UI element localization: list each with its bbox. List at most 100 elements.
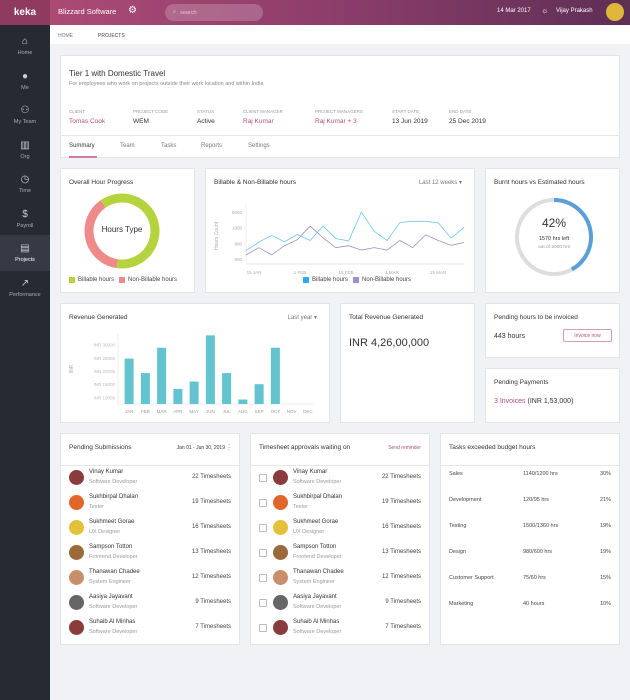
sidebar-item-time[interactable]: ◷ Time: [18, 174, 32, 194]
avatar: [273, 495, 288, 510]
bar-aug: [238, 399, 248, 404]
billable-hours-card: Billable & Non-Billable hours Last 12 we…: [205, 168, 475, 293]
list-item[interactable]: Thanawan Chadee System Engineer 12 Timeshe…: [61, 567, 239, 592]
row-checkbox[interactable]: [259, 524, 267, 532]
series-line-billable-hours: [245, 211, 465, 252]
row-checkbox[interactable]: [259, 474, 267, 482]
line-chart: Hours Count 600 800 1000 8000 15 JAN 1 FEB 15 F…: [214, 204, 465, 274]
sidebar-item-my-team[interactable]: ⚇ My Team: [13, 105, 37, 125]
card-title: Pending hours to be invoiced: [494, 314, 578, 321]
series-line-non-billable-hours: [245, 225, 465, 256]
field-project-managers: PROJECT MANAGERS Raj Kumar + 3: [315, 109, 363, 125]
breadcrumb-home[interactable]: HOME: [58, 33, 73, 39]
avatar: [273, 470, 288, 485]
divider: [251, 465, 429, 466]
row-checkbox[interactable]: [259, 599, 267, 607]
sidebar-item-home[interactable]: ⌂ Home: [17, 36, 33, 56]
bar-chart: INR INR 10000 INR 15000 INR 20000 INR 25000 I…: [69, 334, 313, 414]
list-item[interactable]: Aasiya Jayavant Software Developer 9 Times…: [251, 592, 429, 617]
user-name[interactable]: Vijay Prakash: [556, 8, 593, 14]
project-subtitle: For employees who work on projects outsi…: [69, 81, 264, 87]
list-item[interactable]: Sukhbirpal Dhalan Tester 19 Timesheets: [61, 492, 239, 517]
avatar: [69, 570, 84, 585]
row-checkbox[interactable]: [259, 574, 267, 582]
company-name: Blizzard Software: [58, 7, 117, 16]
tab-summary[interactable]: Summary: [69, 143, 95, 149]
burnt-progress-ring: [515, 198, 593, 276]
divider: [61, 135, 619, 136]
invoices-link[interactable]: 3 Invoices: [494, 398, 526, 405]
y-tick-label: INR 20000: [93, 369, 115, 374]
list-item[interactable]: Sukhmeet Gorae UX Designer 16 Timesheets: [61, 517, 239, 542]
list-item[interactable]: Aasiya Jayavant Software Developer 9 Times…: [61, 592, 239, 617]
list-item[interactable]: Suhaib Al Minhas Software Developer 7 Time…: [251, 617, 429, 642]
sidebar-item-me[interactable]: ● Me: [21, 70, 29, 91]
bar-apr: [173, 388, 183, 404]
tab-reports[interactable]: Reports: [201, 143, 223, 149]
donut-slice-billable-hours: [100, 193, 160, 269]
current-date: 14 Mar 2017: [497, 8, 531, 14]
avatar: [69, 520, 84, 535]
pending-hours-card: Pending hours to be invoiced 443 hours I…: [485, 303, 620, 358]
task-row: Design 980/600 hrs 19%: [449, 549, 611, 555]
card-title: Pending Submissions: [69, 444, 132, 451]
x-tick-label: 1 MAR: [385, 270, 400, 274]
legend-nonbillable: Non-Billable hours: [128, 277, 178, 283]
team-icon: ⚇: [20, 105, 30, 116]
period-dropdown[interactable]: Last year ▾: [287, 315, 317, 321]
tab-settings[interactable]: Settings: [248, 143, 270, 149]
burnt-percent: 42%: [541, 216, 567, 230]
more-vertical-icon[interactable]: ⋮: [225, 443, 233, 452]
period-dropdown[interactable]: Last 12 weeks ▾: [418, 180, 462, 186]
list-item[interactable]: Vinay Kumar Software Developer 22 Timeshee…: [251, 467, 429, 492]
gear-icon[interactable]: ⚙: [128, 5, 137, 16]
task-row: Development 120/95 hrs 21%: [449, 497, 611, 503]
avatar: [273, 545, 288, 560]
legend-swatch: [119, 277, 126, 283]
list-item[interactable]: Suhaib Al Minhas Software Developer 7 Time…: [61, 617, 239, 642]
bar-oct: [270, 347, 280, 404]
x-tick-label: MAY: [189, 409, 198, 414]
sidebar-item-org[interactable]: ▥ Org: [20, 139, 30, 160]
sun-icon[interactable]: ☼: [541, 6, 549, 15]
send-reminder-link[interactable]: Send reminder: [388, 445, 421, 451]
tasks-budget-card: Tasks exceeded budget hours Sales 1140/12…: [440, 433, 620, 645]
tab-team[interactable]: Team: [120, 143, 135, 149]
bar-jul: [222, 373, 232, 404]
list-item[interactable]: Sampson Totton Frontend Developer 13 Times…: [251, 542, 429, 567]
date-range[interactable]: Jan 01 - Jun 30, 2019: [176, 445, 225, 451]
row-checkbox[interactable]: [259, 499, 267, 507]
user-avatar[interactable]: [606, 3, 624, 21]
row-checkbox[interactable]: [259, 624, 267, 632]
field-client: CLIENT Tomas Cook: [69, 109, 106, 125]
legend-billable: Billable hours: [78, 277, 115, 283]
search-input[interactable]: ⌕ search: [165, 4, 263, 21]
x-tick-label: OCT: [271, 409, 281, 414]
bar-may: [189, 381, 199, 404]
revenue-card: Revenue Generated Last year ▾ INR INR 100…: [60, 303, 330, 423]
y-tick-label: 800: [234, 241, 242, 246]
sidebar-item-performance[interactable]: ↗ Performance: [9, 277, 41, 298]
x-tick-label: JUL: [223, 409, 231, 414]
y-tick-label: INR 15000: [93, 382, 115, 387]
pending-submissions-card: Pending Submissions Jan 01 - Jun 30, 201…: [60, 433, 240, 645]
keka-logo[interactable]: keka: [0, 0, 50, 25]
bar-sep: [254, 384, 264, 404]
x-tick-label: 15 FEB: [338, 270, 353, 274]
sidebar-item-payroll[interactable]: $ Payroll: [16, 208, 34, 229]
caret-down-icon: ▾: [458, 180, 462, 186]
field-status: STATUS Active: [197, 109, 215, 125]
hours-total: out of 2000 hrs: [537, 245, 570, 250]
breadcrumb-projects[interactable]: PROJECTS: [98, 33, 125, 39]
list-item[interactable]: Sampson Totton Frontend Developer 13 Times…: [61, 542, 239, 567]
invoice-now-button[interactable]: Invoice now: [563, 329, 612, 342]
card-title: Pending Payments: [494, 379, 549, 386]
list-item[interactable]: Thanawan Chadee System Engineer 12 Timeshe…: [251, 567, 429, 592]
sidebar-item-projects[interactable]: ▤ Projects: [0, 235, 50, 271]
list-item[interactable]: Vinay Kumar Software Developer 22 Timeshee…: [61, 467, 239, 492]
list-item[interactable]: Sukhmeet Gorae UX Designer 16 Timesheets: [251, 517, 429, 542]
list-item[interactable]: Sukhbirpal Dhalan Tester 19 Timesheets: [251, 492, 429, 517]
clock-icon: ◷: [20, 174, 30, 185]
tab-tasks[interactable]: Tasks: [161, 143, 177, 149]
row-checkbox[interactable]: [259, 549, 267, 557]
